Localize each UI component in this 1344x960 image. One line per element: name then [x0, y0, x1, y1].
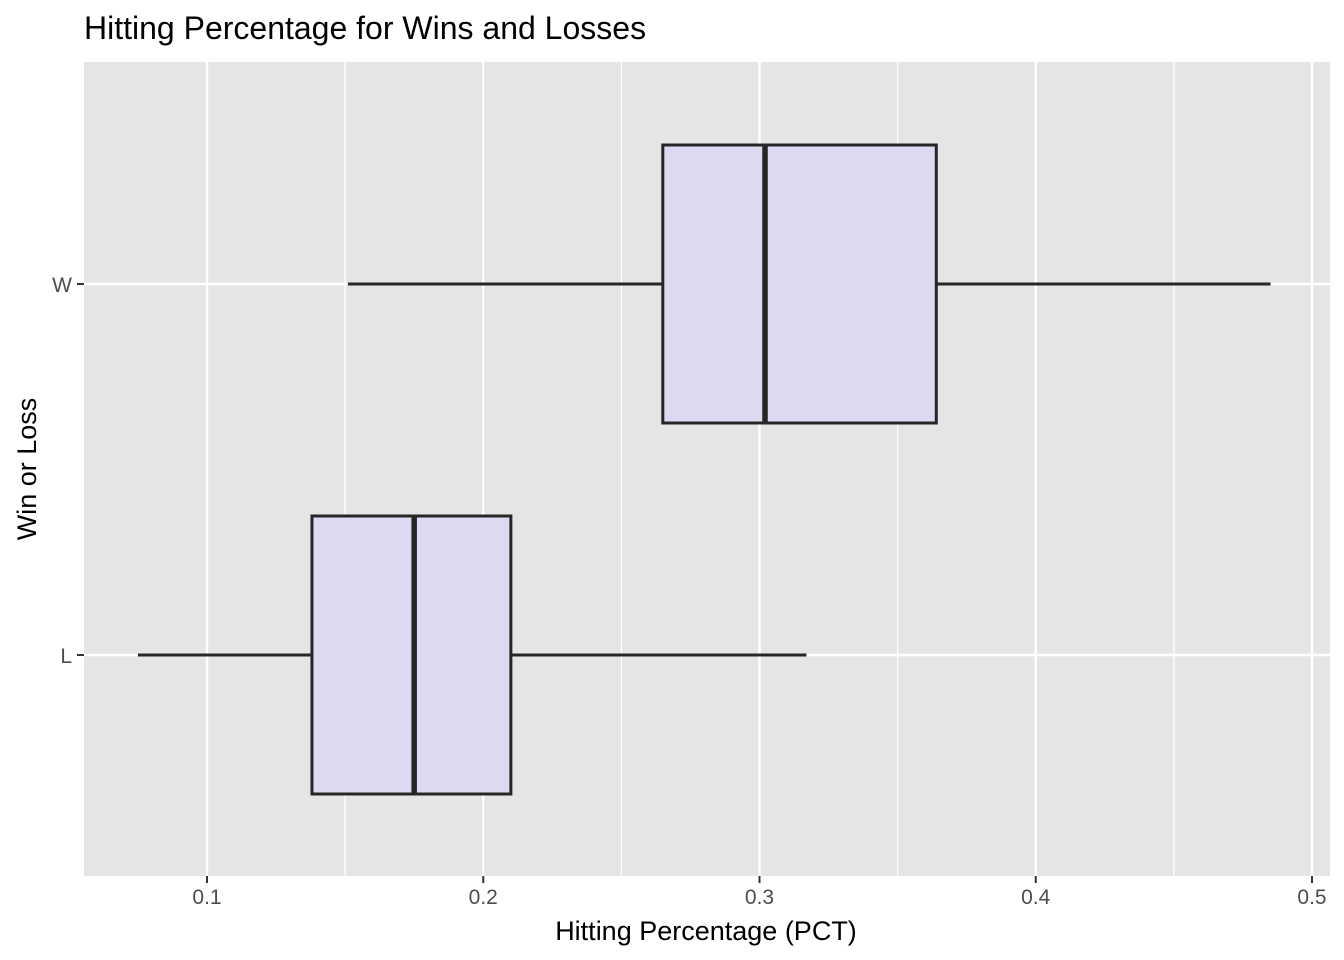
x-axis-title: Hitting Percentage (PCT): [555, 916, 857, 946]
y-axis-title: Win or Loss: [12, 398, 42, 541]
x-tick-label: 0.5: [1297, 886, 1326, 909]
chart-title: Hitting Percentage for Wins and Losses: [84, 10, 646, 46]
x-tick-label: 0.3: [745, 886, 774, 909]
box-body: [310, 514, 513, 796]
y-tick-label: L: [60, 645, 72, 668]
x-tick-label: 0.1: [192, 886, 221, 909]
x-tick-label: 0.4: [1021, 886, 1051, 909]
y-tick-label: W: [52, 274, 72, 297]
x-axis: 0.1 0.2 0.3 0.4 0.5: [192, 876, 1327, 909]
box-L: [137, 514, 807, 796]
box-body: [661, 143, 938, 425]
y-axis: LW: [52, 274, 84, 668]
box-group: [137, 143, 1271, 796]
box-W: [347, 143, 1271, 425]
x-tick-label: 0.2: [469, 886, 498, 909]
